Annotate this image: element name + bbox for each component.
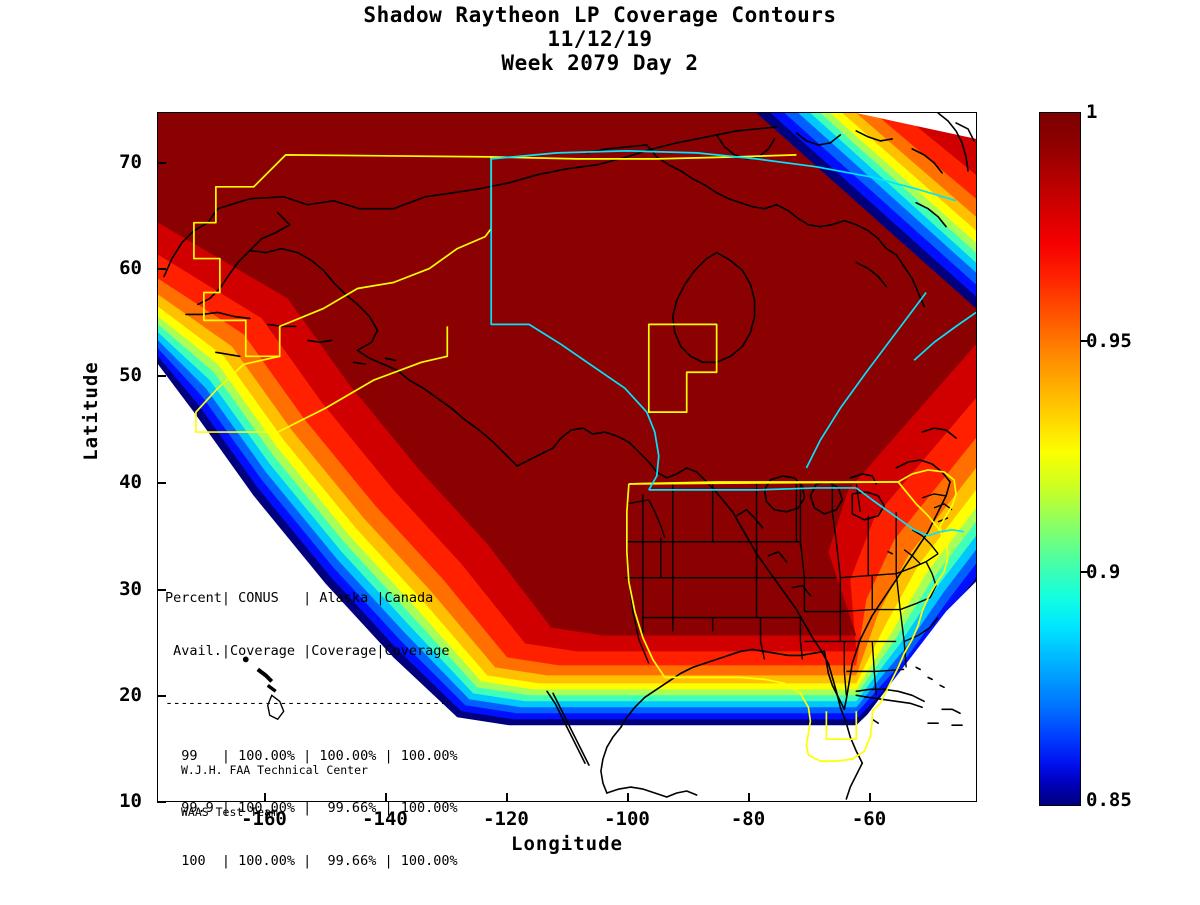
table-header-row-1: Percent| CONUS | Alaska |Canada <box>165 590 434 606</box>
credit-line-2: WAAS Test Team <box>181 805 278 819</box>
table-row: 100 | 100.00% | 99.66% | 100.00% <box>165 852 458 869</box>
colorbar-label-1: 1 <box>1086 101 1098 123</box>
x-tick-label-m120: -120 <box>483 808 529 830</box>
service-volume-boundaries <box>193 154 957 762</box>
y-tick-label-20: 20 <box>119 684 142 706</box>
map-plot-area <box>157 112 977 802</box>
credit-block: W.J.H. FAA Technical Center WAAS Test Te… <box>181 735 368 847</box>
x-tick-label-m160: -160 <box>241 808 287 830</box>
colorbar-label-085: 0.85 <box>1086 789 1132 811</box>
table-divider: ------------------------------------- <box>165 695 448 711</box>
x-tick-label-m60: -60 <box>851 808 887 830</box>
x-axis-label: Longitude <box>511 833 623 855</box>
page-title: Shadow Raytheon LP Coverage Contours <box>363 3 837 27</box>
hawaii-islands <box>242 656 285 721</box>
alaska-service-volume <box>193 154 493 358</box>
table-row: 99.9 | 100.00% | 99.66% | 100.00% <box>165 800 458 816</box>
nodata-southeast <box>856 581 976 801</box>
colorbar-tick-mark-095 <box>1081 340 1088 342</box>
y-tick-label-40: 40 <box>119 471 142 493</box>
state-boundaries <box>624 481 953 696</box>
y-tick-label-60: 60 <box>119 257 142 279</box>
nodata-south <box>449 731 857 801</box>
canada-sv-right <box>647 323 718 413</box>
table-header-row-2: Avail.|Coverage |Coverage|Coverage <box>165 642 450 659</box>
colorbar-tick-mark-09 <box>1081 571 1088 573</box>
coastlines <box>163 113 975 800</box>
x-tick-label-m140: -140 <box>362 808 408 830</box>
y-tick-label-50: 50 <box>119 364 142 386</box>
canada-service-volume <box>491 154 797 160</box>
coverage-stats-table: Percent| CONUS | Alaska |Canada Avail.|C… <box>165 555 458 905</box>
title-date: 11/12/19 <box>547 27 653 51</box>
colorbar-gradient <box>1040 113 1080 805</box>
x-tick-label-m80: -80 <box>730 808 766 830</box>
y-tick-label-10: 10 <box>119 790 142 812</box>
conus-sv-northeast <box>897 469 957 547</box>
colorbar-label-095: 0.95 <box>1086 330 1132 352</box>
conus-sv-top <box>628 481 899 485</box>
florida-notch <box>825 711 858 741</box>
colorbar-label-09: 0.9 <box>1086 561 1121 583</box>
alaska-sv-lower <box>195 326 449 433</box>
coverage-poly-100 <box>158 113 976 636</box>
y-tick-label-30: 30 <box>119 578 142 600</box>
coverage-map-svg <box>158 113 976 801</box>
table-row: 99 | 100.00% | 100.00% | 100.00% <box>165 747 458 764</box>
conus-sv-south <box>664 676 874 762</box>
colorbar <box>1039 112 1081 806</box>
nodata-pacific <box>158 374 450 801</box>
conus-sv-west <box>626 483 666 678</box>
credit-line-1: W.J.H. FAA Technical Center <box>181 763 368 777</box>
canada-border-lines <box>490 150 976 537</box>
title-week-day: Week 2079 Day 2 <box>501 51 699 75</box>
y-axis-label: Latitude <box>80 361 102 461</box>
x-tick-label-m100: -100 <box>604 808 650 830</box>
y-tick-label-70: 70 <box>119 151 142 173</box>
coverage-field <box>158 113 976 801</box>
nodata-northeast2 <box>868 113 976 135</box>
